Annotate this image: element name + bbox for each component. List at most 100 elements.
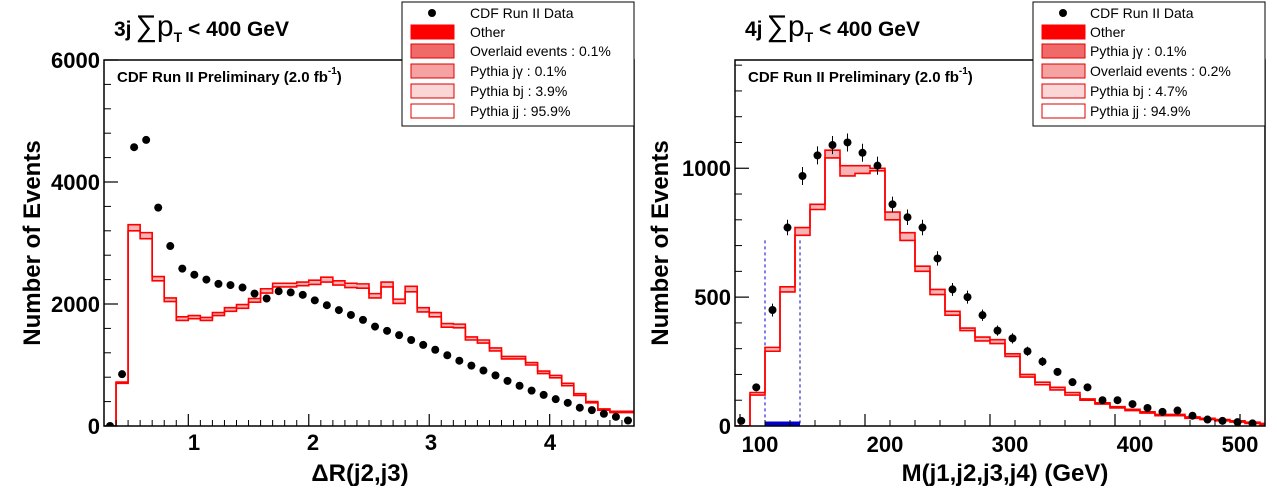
- data-point: [858, 148, 867, 157]
- mc-band-bin: [561, 383, 574, 386]
- data-point: [963, 293, 972, 302]
- data-point: [599, 409, 608, 418]
- mc-band-bin: [405, 286, 418, 292]
- data-point: [873, 161, 882, 170]
- left-preliminary-annotation: CDF Run II Preliminary (2.0 fb-1): [117, 66, 342, 86]
- legend-label: Overlaid events : 0.2%: [1090, 63, 1231, 79]
- right-data-points: [737, 133, 1257, 426]
- data-point: [903, 213, 912, 222]
- right-y-ticks: [735, 64, 749, 427]
- data-point: [310, 296, 319, 305]
- legend-swatch: [1041, 83, 1086, 99]
- legend-swatch: [1041, 63, 1086, 79]
- mc-band-bin: [1005, 353, 1020, 357]
- left-x-tick-label: 2: [307, 430, 319, 455]
- data-point: [1053, 367, 1062, 376]
- mc-band-bin: [525, 362, 538, 365]
- mc-band-bin: [477, 339, 490, 344]
- legend-entry-overlaid: Overlaid events : 0.1%: [410, 43, 611, 59]
- data-point: [118, 370, 127, 379]
- data-point: [142, 135, 151, 144]
- left-x-axis-label: ΔR(j2,j3): [311, 460, 408, 487]
- data-point: [455, 356, 464, 365]
- mc-band-bin: [224, 307, 237, 312]
- data-point: [479, 366, 488, 375]
- left-chart-title: 3j ∑pT < 400 GeV: [114, 10, 289, 45]
- data-point: [783, 223, 792, 232]
- mc-band-bin: [164, 297, 177, 302]
- data-point: [298, 290, 307, 299]
- data-point: [1128, 400, 1137, 409]
- mc-band-bin: [356, 283, 369, 289]
- right-x-tick-label: 300: [992, 432, 1029, 457]
- legend-entry-pythia-bj: Pythia bj : 3.9%: [410, 83, 567, 99]
- right-preliminary-annotation: CDF Run II Preliminary (2.0 fb-1): [748, 66, 973, 86]
- mc-band-bin: [272, 283, 285, 287]
- data-point: [250, 289, 259, 298]
- data-point: [443, 351, 452, 360]
- mc-band-bin: [885, 212, 900, 220]
- mc-band-bin: [501, 356, 514, 359]
- legend-label: Pythia jγ : 0.1%: [1090, 43, 1187, 59]
- mc-band-bin: [975, 337, 990, 341]
- legend-entry-pythia-jgamma: Pythia jγ : 0.1%: [410, 63, 567, 79]
- data-point: [933, 254, 942, 263]
- data-point: [286, 288, 295, 297]
- data-point: [503, 376, 512, 385]
- data-point: [1023, 347, 1032, 356]
- legend-label: Pythia jj : 95.9%: [470, 103, 570, 119]
- data-point: [888, 200, 897, 209]
- mc-band-bin: [780, 286, 795, 292]
- data-point: [214, 279, 223, 288]
- data-point: [238, 283, 247, 292]
- data-point: [178, 264, 187, 273]
- right-y-tick-label: 0: [719, 414, 731, 439]
- legend-entry-other: Other: [1041, 24, 1125, 40]
- data-point: [1143, 403, 1152, 412]
- data-point: [130, 143, 139, 152]
- legend-swatch: [410, 103, 455, 119]
- mc-band-bin: [1020, 374, 1035, 378]
- mc-band-bin: [393, 299, 406, 304]
- data-point: [262, 294, 271, 303]
- mc-band-bin: [236, 304, 249, 309]
- data-point: [1188, 411, 1197, 420]
- left-mc-histogram: [104, 223, 634, 426]
- mc-band-bin: [960, 328, 975, 331]
- legend-label: Pythia bj : 3.9%: [470, 83, 567, 99]
- mc-band-bin: [417, 307, 430, 312]
- legend-swatch: [410, 24, 455, 40]
- left-y-tick-label: 0: [88, 414, 100, 439]
- data-point: [166, 242, 175, 251]
- legend-swatch: [1041, 24, 1086, 40]
- data-point: [798, 171, 807, 180]
- right-y-axis-label: Number of Events: [647, 140, 674, 345]
- right-chart-panel: 0 500 1000 100 200 300 400 500 M(j1,j2,j…: [647, 1, 1266, 487]
- data-point: [1068, 378, 1077, 387]
- left-y-tick-label: 2000: [51, 292, 100, 317]
- data-point: [563, 398, 572, 407]
- legend-entry-other: Other: [410, 24, 505, 40]
- legend-swatch: [410, 43, 455, 59]
- data-point: [768, 306, 777, 315]
- data-point: [334, 306, 343, 315]
- data-point: [1203, 415, 1212, 424]
- mc-total-outline: [735, 149, 1265, 426]
- legend-entry-pythia-jgamma: Pythia jγ : 0.1%: [1041, 43, 1187, 59]
- data-point: [843, 138, 852, 147]
- right-mc-histogram: [735, 149, 1265, 426]
- mc-jj-outline: [735, 157, 1265, 426]
- left-y-tick-label: 6000: [51, 48, 100, 73]
- data-point: [419, 340, 428, 349]
- mc-band-bin: [429, 312, 442, 317]
- mc-band-bin: [573, 393, 586, 396]
- data-point: [918, 223, 927, 232]
- mc-band-bin: [176, 316, 189, 321]
- legend-label: Pythia bj : 4.7%: [1090, 83, 1187, 99]
- data-point: [575, 403, 584, 412]
- mc-total-outline: [104, 223, 634, 426]
- data-point: [993, 326, 1002, 335]
- mc-band-bin: [200, 317, 213, 321]
- legend-entry-pythia-jj: Pythia jj : 95.9%: [410, 103, 570, 119]
